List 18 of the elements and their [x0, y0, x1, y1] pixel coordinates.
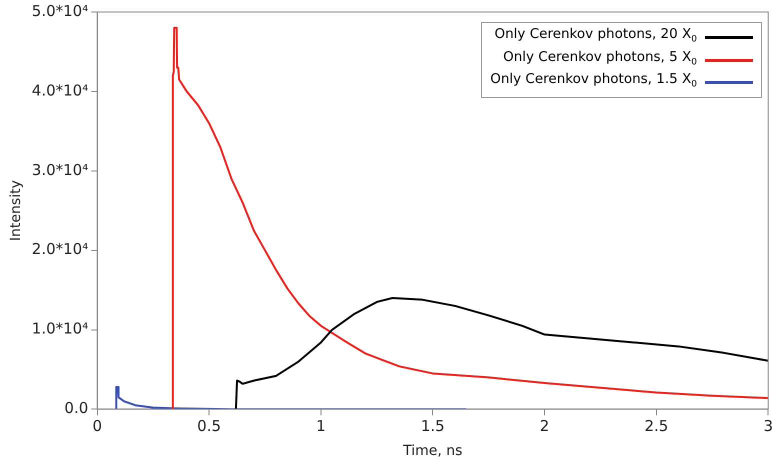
x-tick-label: 2.5: [644, 417, 668, 436]
legend-label: Only Cerenkov photons, 1.5 X$_{0}$: [490, 71, 697, 92]
x-tick-label: 0.5: [197, 417, 222, 436]
y-tick-label: 3.0*10⁴: [32, 160, 88, 179]
x-tick-label: 1.5: [420, 417, 445, 436]
y-tick-label: 0.0: [64, 399, 88, 418]
x-tick-label: 2: [540, 417, 550, 436]
y-axis-title: Intensity: [8, 180, 24, 242]
x-axis-title: Time, ns: [402, 443, 462, 460]
y-tick-label: 5.0*10⁴: [32, 2, 88, 20]
legend-label: Only Cerenkov photons, 20 X$_{0}$: [494, 26, 697, 47]
y-tick-label: 2.0*10⁴: [32, 240, 88, 258]
x-tick-label: 1: [316, 417, 326, 436]
y-tick-label: 4.0*10⁴: [32, 81, 88, 100]
legend-label: Only Cerenkov photons, 5 X$_{0}$: [503, 48, 697, 70]
y-tick-label: 1.0*10⁴: [32, 320, 88, 338]
x-tick-label: 0: [92, 417, 102, 436]
x-tick-label: 3: [763, 417, 773, 436]
